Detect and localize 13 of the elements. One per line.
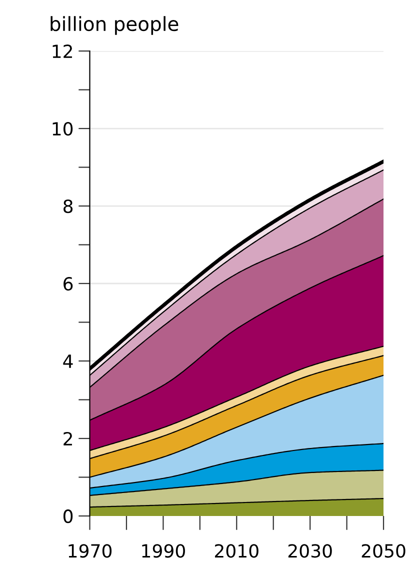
x-tick-label: 2010	[214, 544, 258, 558]
y-tick-label: 0	[63, 509, 73, 524]
x-tick-label: 1970	[68, 544, 112, 558]
y-tick-label: 4	[63, 354, 73, 368]
y-tick-label: 2	[64, 432, 72, 446]
y-tick-label: 8	[64, 199, 73, 214]
y-tick-label: 10	[52, 122, 73, 136]
x-tick-label: 2030	[288, 544, 332, 558]
x-tick-label: 2050	[362, 544, 406, 558]
y-tick-label: 12	[52, 44, 72, 58]
x-tick-label: 1990	[142, 544, 185, 558]
y-tick-label: 6	[64, 276, 73, 291]
y-axis-title: billion people	[50, 16, 178, 35]
